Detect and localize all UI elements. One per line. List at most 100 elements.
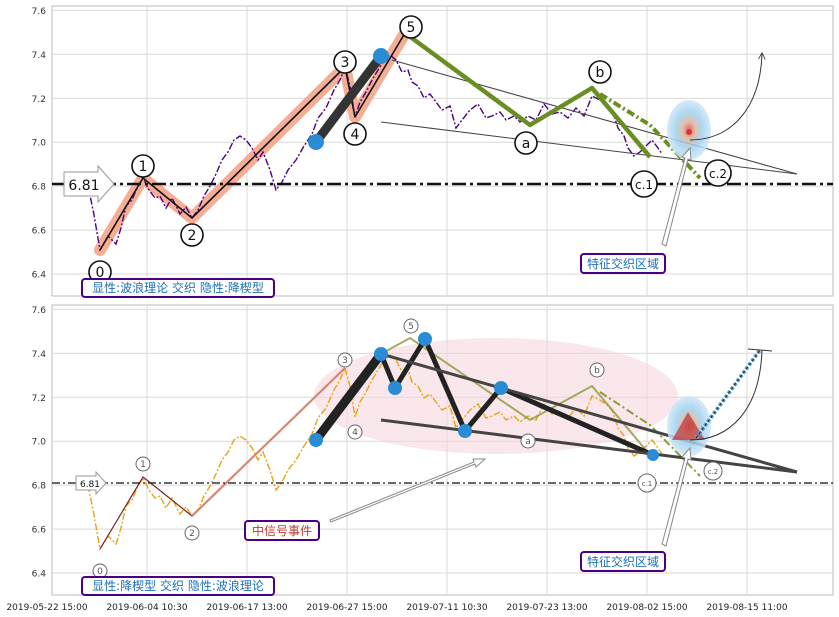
wave-label: b (594, 366, 600, 376)
wave-label: 4 (351, 127, 360, 143)
bottom-thick-segment (311, 349, 386, 445)
wave-label-circle (347, 424, 363, 440)
wave-label-circle (403, 318, 419, 334)
y-tick-label: 7.4 (32, 51, 47, 61)
y-tick-label: 7.6 (32, 306, 47, 316)
x-tick-label: 2019-05-22 15:00 (6, 603, 87, 613)
wave-label: 2 (188, 228, 197, 244)
top-wave3-highlight (311, 51, 386, 147)
y-tick-label: 6.6 (32, 526, 47, 536)
wave-label-circle (184, 525, 200, 541)
top-wave-labels: 0 1 2 3 4 5 a b c.2 c.1 (88, 15, 732, 284)
bottom-zone-pointer (661, 446, 692, 547)
top-caption-box (81, 278, 275, 298)
bottom-event-box (244, 520, 320, 541)
wave-label-circle (589, 362, 605, 378)
bottom-marker-dot (647, 449, 659, 461)
wave-label-circle (333, 50, 357, 74)
top-wedge-upper (391, 59, 798, 175)
wave-label: 3 (341, 55, 350, 71)
top-caption: 显性:波浪理论 交织 隐性:降楔型 (92, 280, 264, 295)
top-zone-label-box (580, 253, 666, 274)
wave-label-circle (630, 170, 658, 198)
wave-label-circle (637, 473, 657, 493)
bottom-event-pointer (329, 458, 487, 523)
bottom-price-series (87, 354, 663, 551)
y-tick-label: 7.2 (32, 394, 46, 404)
bottom-marker-dot (374, 347, 388, 361)
wave-label: b (596, 65, 605, 81)
bottom-caption-box (81, 576, 275, 596)
wave-label-circle (399, 15, 423, 39)
wave-label-circle (703, 461, 723, 481)
wave-label-circle (514, 131, 538, 155)
wave-label: c.1 (642, 480, 653, 488)
wave-label-circle (588, 60, 612, 84)
bottom-level-arrow (75, 470, 107, 496)
top-marker-dot (373, 48, 389, 64)
y-tick-label: 7.2 (32, 95, 46, 105)
y-tick-label: 6.6 (32, 227, 47, 237)
x-axis: 2019-05-22 15:00 2019-06-04 10:30 2019-06-… (6, 603, 787, 613)
wave-label: a (522, 136, 531, 152)
y-tick-label: 7.0 (32, 438, 47, 448)
bottom-marker-dot (494, 381, 508, 395)
wave-label: a (525, 437, 531, 447)
bottom-y-axis: 6.4 6.6 6.8 7.0 7.2 7.4 7.6 (32, 306, 47, 580)
bottom-wave-band (190, 366, 347, 518)
wave-label: 0 (97, 567, 103, 577)
top-level-arrow (63, 164, 115, 204)
wave-label: c.1 (635, 178, 653, 192)
bottom-caption: 显性:降楔型 交织 隐性:波浪理论 (92, 578, 264, 593)
y-tick-label: 7.0 (32, 139, 47, 149)
bottom-forecast-core (695, 349, 761, 439)
x-tick-label: 2019-06-17 13:00 (206, 603, 287, 613)
bottom-level-label: 6.81 (80, 480, 100, 490)
top-zone-core (686, 129, 692, 135)
wave-label-circle (135, 456, 151, 472)
bottom-marker-dot (388, 381, 402, 395)
wave-label: 5 (408, 322, 414, 332)
wave-label-circle (343, 122, 367, 146)
y-tick-label: 7.6 (32, 7, 47, 17)
bottom-marker-dot (309, 433, 323, 447)
wave-label: 2 (189, 529, 195, 539)
wave-label: 0 (96, 265, 105, 281)
x-tick-label: 2019-08-15 11:00 (706, 603, 787, 613)
bottom-marker-dot (458, 424, 472, 438)
x-tick-label: 2019-08-02 15:00 (606, 603, 687, 613)
bottom-wedge-lower (380, 418, 798, 474)
bottom-olive-path (380, 336, 651, 456)
wave-label-circle (180, 223, 204, 247)
bottom-event-label: 中信号事件 (252, 523, 312, 538)
bottom-zone-label: 特征交织区域 (587, 554, 659, 569)
bottom-zone-triangle (672, 412, 705, 440)
wave-label: c.2 (708, 468, 719, 476)
x-tick-label: 2019-06-04 10:30 (106, 603, 187, 613)
bottom-forecast-cap (747, 348, 773, 352)
top-price-series (87, 54, 663, 253)
wave-label: 5 (407, 20, 416, 36)
y-tick-label: 6.4 (32, 271, 47, 281)
y-tick-label: 7.4 (32, 350, 47, 360)
wave-label: 3 (342, 356, 348, 366)
top-panel: 6.4 6.6 6.8 7.0 7.2 7.4 7.6 6.81 0 1 2 3 4 5 a b c.2 c.… (32, 5, 834, 298)
bottom-forecast-curve (689, 349, 763, 441)
wave-label: 4 (352, 428, 358, 438)
wave-label: c.2 (709, 167, 727, 181)
bottom-marker-dot (418, 332, 432, 346)
top-abc-dashed (598, 92, 702, 180)
wave-label-circle (520, 433, 536, 449)
top-marker-dot (308, 134, 324, 150)
x-tick-label: 2019-06-27 15:00 (306, 603, 387, 613)
bottom-wedge-upper (380, 352, 798, 474)
y-tick-label: 6.4 (32, 570, 47, 580)
bottom-wave-labels: 0 1 2 3 4 5 a b c.2 c.1 (92, 318, 723, 579)
x-tick-label: 2019-07-23 13:00 (506, 603, 587, 613)
x-tick-label: 2019-07-11 10:30 (406, 603, 487, 613)
y-tick-label: 6.8 (32, 183, 47, 193)
y-tick-label: 6.8 (32, 482, 47, 492)
top-abc-line (403, 31, 652, 159)
wave-label-circle (131, 154, 155, 178)
